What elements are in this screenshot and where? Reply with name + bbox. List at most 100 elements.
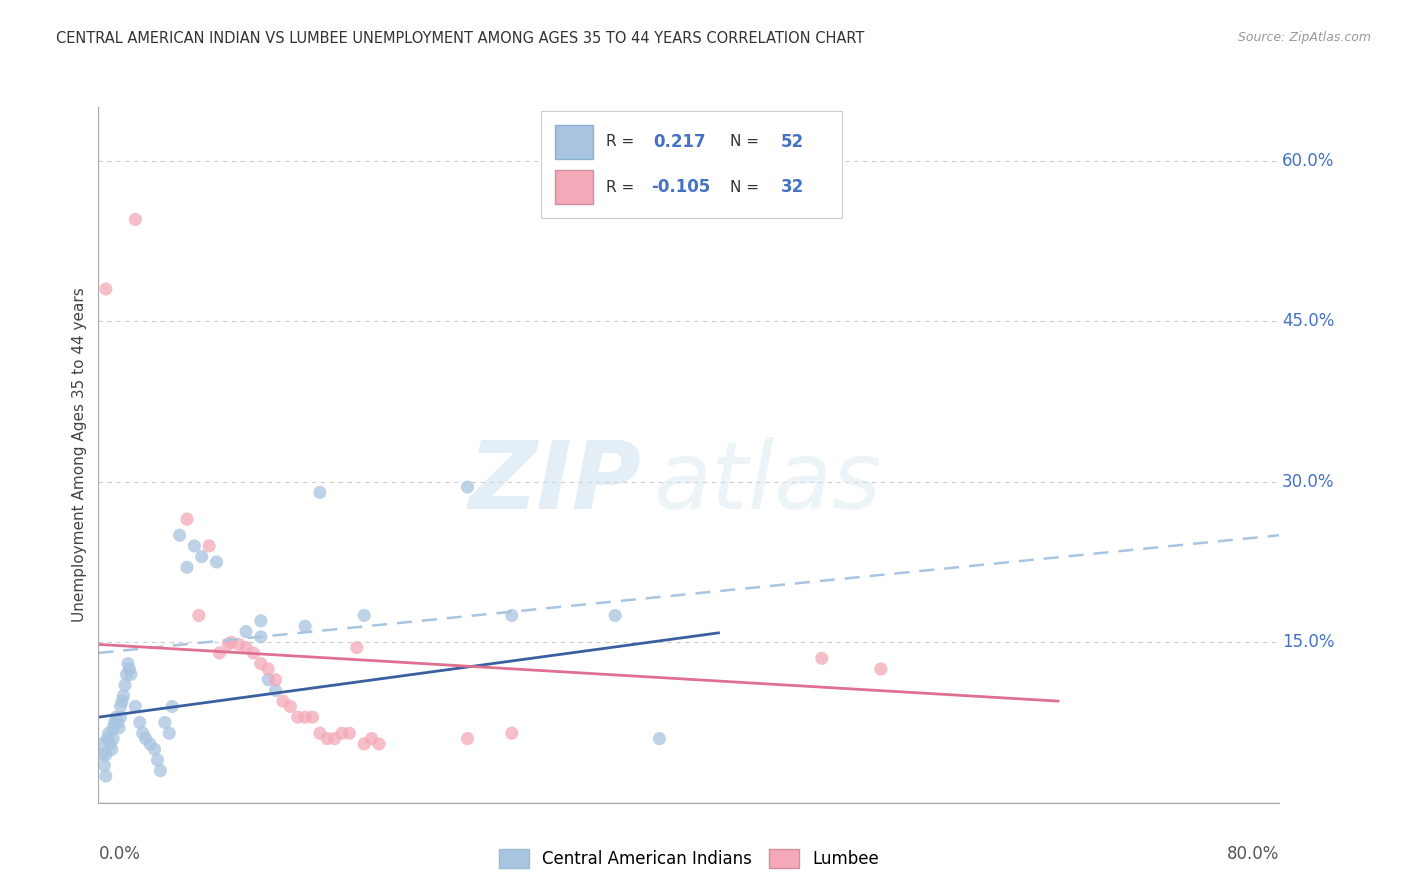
- Point: [94, 747, 117, 762]
- Point: [97, 726, 120, 740]
- FancyBboxPatch shape: [541, 111, 842, 219]
- Point: [135, 731, 157, 746]
- Legend: Central American Indians, Lumbee: Central American Indians, Lumbee: [492, 842, 886, 874]
- Point: [294, 710, 316, 724]
- Text: 30.0%: 30.0%: [1282, 473, 1334, 491]
- Point: [810, 651, 832, 665]
- Point: [94, 282, 117, 296]
- Point: [96, 731, 118, 746]
- Point: [198, 539, 221, 553]
- Point: [287, 710, 309, 724]
- Text: ZIP: ZIP: [468, 437, 641, 529]
- Point: [132, 726, 155, 740]
- Text: 80.0%: 80.0%: [1227, 845, 1279, 863]
- Point: [183, 539, 205, 553]
- Text: 45.0%: 45.0%: [1282, 312, 1334, 330]
- Point: [456, 480, 478, 494]
- Point: [94, 769, 117, 783]
- Point: [111, 694, 134, 708]
- Point: [176, 512, 198, 526]
- Point: [360, 731, 382, 746]
- Point: [235, 640, 257, 655]
- Point: [157, 726, 180, 740]
- Text: N =: N =: [730, 179, 763, 194]
- Point: [162, 699, 183, 714]
- Point: [294, 619, 316, 633]
- Point: [257, 673, 280, 687]
- Point: [264, 673, 287, 687]
- Point: [100, 742, 122, 756]
- Point: [228, 637, 250, 651]
- Point: [368, 737, 391, 751]
- Point: [153, 715, 176, 730]
- Point: [501, 726, 523, 740]
- Point: [110, 699, 132, 714]
- Point: [316, 731, 339, 746]
- Point: [107, 715, 129, 730]
- Point: [98, 737, 121, 751]
- Text: 0.0%: 0.0%: [98, 845, 141, 863]
- Point: [117, 657, 139, 671]
- Point: [169, 528, 191, 542]
- Point: [124, 699, 146, 714]
- Point: [120, 667, 142, 681]
- Point: [149, 764, 172, 778]
- Text: 0.217: 0.217: [654, 133, 706, 151]
- Point: [128, 715, 150, 730]
- Point: [301, 710, 323, 724]
- Point: [219, 635, 242, 649]
- Point: [118, 662, 141, 676]
- Point: [346, 640, 368, 655]
- Point: [103, 731, 125, 746]
- Point: [309, 485, 332, 500]
- Point: [271, 694, 294, 708]
- Point: [191, 549, 214, 564]
- Point: [353, 737, 375, 751]
- Point: [257, 662, 280, 676]
- Point: [105, 710, 128, 724]
- Point: [250, 657, 273, 671]
- Text: 32: 32: [782, 178, 804, 196]
- Text: 52: 52: [782, 133, 804, 151]
- Point: [278, 699, 302, 714]
- Point: [337, 726, 360, 740]
- Point: [176, 560, 198, 574]
- Point: [353, 608, 375, 623]
- Text: 15.0%: 15.0%: [1282, 633, 1334, 651]
- Point: [250, 614, 273, 628]
- Point: [103, 721, 125, 735]
- Point: [648, 731, 671, 746]
- Point: [330, 726, 353, 740]
- Point: [93, 758, 115, 772]
- Point: [139, 737, 162, 751]
- Text: Source: ZipAtlas.com: Source: ZipAtlas.com: [1237, 31, 1371, 45]
- Point: [501, 608, 523, 623]
- Text: R =: R =: [606, 135, 640, 149]
- Point: [309, 726, 332, 740]
- Point: [104, 715, 127, 730]
- Point: [217, 637, 239, 651]
- Point: [208, 646, 231, 660]
- Bar: [555, 125, 593, 159]
- Y-axis label: Unemployment Among Ages 35 to 44 years: Unemployment Among Ages 35 to 44 years: [72, 287, 87, 623]
- Point: [108, 721, 131, 735]
- Point: [114, 678, 136, 692]
- Text: R =: R =: [606, 179, 640, 194]
- Point: [143, 742, 166, 756]
- Point: [90, 737, 112, 751]
- Point: [869, 662, 891, 676]
- Text: -0.105: -0.105: [651, 178, 710, 196]
- Point: [115, 667, 138, 681]
- Point: [242, 646, 264, 660]
- Point: [91, 747, 114, 762]
- Point: [250, 630, 273, 644]
- Point: [264, 683, 287, 698]
- Point: [235, 624, 257, 639]
- Text: atlas: atlas: [654, 437, 882, 528]
- Point: [205, 555, 228, 569]
- Bar: [555, 170, 593, 203]
- Point: [187, 608, 209, 623]
- Text: N =: N =: [730, 135, 763, 149]
- Point: [110, 710, 132, 724]
- Point: [112, 689, 135, 703]
